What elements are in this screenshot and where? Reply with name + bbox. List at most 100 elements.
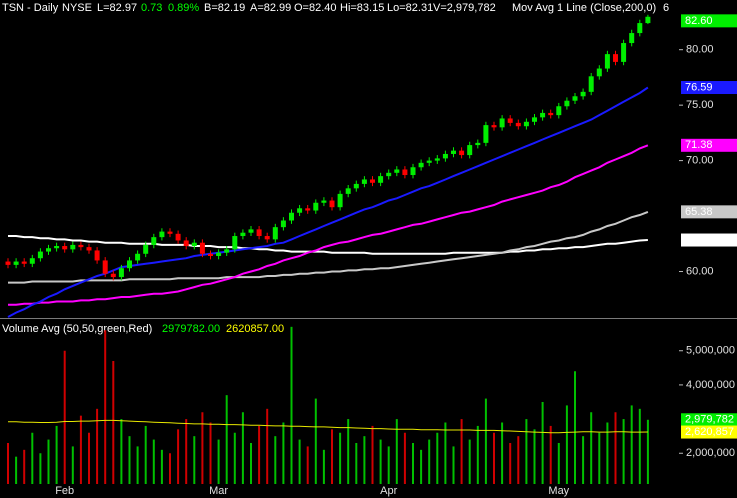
volume-bar: [136, 446, 139, 484]
candle-body: [499, 118, 505, 128]
y-tick-label: 5,000,000: [686, 345, 735, 357]
volume-bar: [574, 371, 576, 484]
candle-body: [604, 54, 610, 69]
candle-body: [135, 253, 141, 261]
volume-bar: [144, 425, 147, 484]
volume-value: 2979782.00: [162, 323, 220, 335]
candle-body: [118, 268, 124, 278]
volume-bar: [379, 439, 382, 484]
candle-body: [629, 33, 635, 44]
candle-body: [467, 145, 473, 156]
x-tick-label: May: [548, 485, 569, 497]
candle-body: [280, 220, 286, 228]
candle-body: [345, 188, 351, 194]
volume-bar: [371, 425, 374, 484]
volume-bar: [646, 419, 649, 484]
volume-bar: [306, 446, 309, 484]
y-tick-label: 70.00: [686, 155, 714, 167]
last-price: L=82.97: [97, 2, 137, 14]
candle-body: [580, 91, 586, 97]
volume-bar: [347, 419, 350, 484]
candle-body: [394, 169, 400, 173]
candle-body: [572, 96, 578, 101]
volume-bar: [298, 439, 301, 484]
volume-bar: [403, 432, 406, 484]
volume-bar: [266, 408, 269, 484]
candle-body: [151, 237, 157, 245]
volume-bar: [549, 425, 552, 484]
candle-body: [208, 253, 213, 256]
study-label-cut: 6: [663, 2, 669, 14]
candle-body: [248, 229, 254, 233]
volume-bar: [387, 446, 390, 484]
volume-bar: [225, 395, 228, 484]
candle-body: [175, 233, 181, 241]
candle-body: [199, 242, 205, 254]
volume-bar: [452, 446, 455, 484]
candle-body: [621, 43, 627, 62]
candle-body: [459, 150, 465, 156]
price-box-label: 71.38: [685, 139, 713, 151]
volume-bar: [484, 398, 487, 484]
volume-bar: [622, 419, 625, 484]
y-tick-label: 60.00: [686, 265, 714, 277]
volume-bar: [169, 453, 171, 484]
volume-bar: [606, 422, 609, 484]
candle-body: [78, 244, 84, 248]
candle-body: [532, 117, 537, 122]
volume: V=2,979,782: [433, 2, 496, 14]
candle-body: [337, 193, 343, 208]
volume-bar: [250, 443, 252, 484]
volume-bar: [638, 408, 641, 484]
candle-body: [613, 54, 618, 62]
y-tick-label: 80.00: [686, 44, 714, 56]
candle-body: [386, 172, 392, 177]
volume-bar: [355, 443, 358, 484]
volume-bar: [339, 432, 342, 484]
volume-bar: [525, 419, 528, 484]
candle-body: [507, 118, 513, 123]
volume-bar: [468, 439, 471, 484]
volume-bar: [322, 449, 325, 484]
candle-body: [523, 121, 529, 127]
volume-bar: [428, 439, 431, 484]
price-box-label: 82.60: [685, 15, 713, 27]
price-box: [681, 138, 737, 152]
volume-bar: [241, 412, 244, 484]
candle-body: [167, 231, 173, 234]
candle-body: [426, 160, 432, 163]
candle-body: [370, 179, 375, 183]
price-box-label: 65.38: [685, 206, 713, 218]
candle-body: [94, 250, 100, 261]
candle-body: [305, 208, 311, 211]
candle-body: [556, 106, 562, 116]
x-tick-label: Feb: [55, 485, 74, 497]
moving-average: [7, 86, 649, 318]
moving-average: [8, 144, 649, 306]
volume-bar: [331, 429, 333, 484]
candle-body: [183, 240, 189, 247]
candle-body: [451, 150, 456, 154]
volume-bar: [112, 361, 115, 484]
volume-bar: [177, 429, 180, 484]
candle-body: [289, 212, 294, 221]
volume-bar: [193, 436, 196, 484]
volume-bar: [282, 422, 285, 484]
volume-bar: [63, 350, 66, 484]
candle-body: [256, 229, 262, 237]
volume-bar: [79, 415, 82, 484]
change: 0.73: [141, 2, 162, 14]
volume-bar: [120, 419, 123, 484]
price-box: [681, 205, 737, 219]
volume-bar: [412, 443, 414, 484]
candle-body: [110, 273, 116, 278]
y-tick-label: 4,000,000: [686, 379, 735, 391]
x-tick-label: Apr: [380, 485, 397, 497]
candle-body: [418, 162, 424, 168]
candle-body: [46, 248, 51, 252]
volume-bar: [104, 330, 107, 484]
candle-body: [191, 242, 197, 247]
volume-bar: [258, 425, 261, 484]
